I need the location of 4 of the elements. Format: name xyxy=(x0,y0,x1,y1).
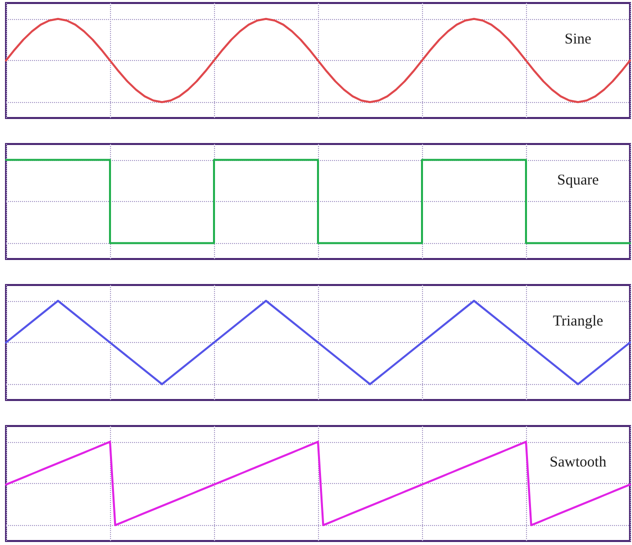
text: Triangle xyxy=(552,314,604,330)
text: Sawtooth xyxy=(550,454,607,471)
text: Square xyxy=(557,172,600,189)
text: Sine xyxy=(564,32,592,48)
